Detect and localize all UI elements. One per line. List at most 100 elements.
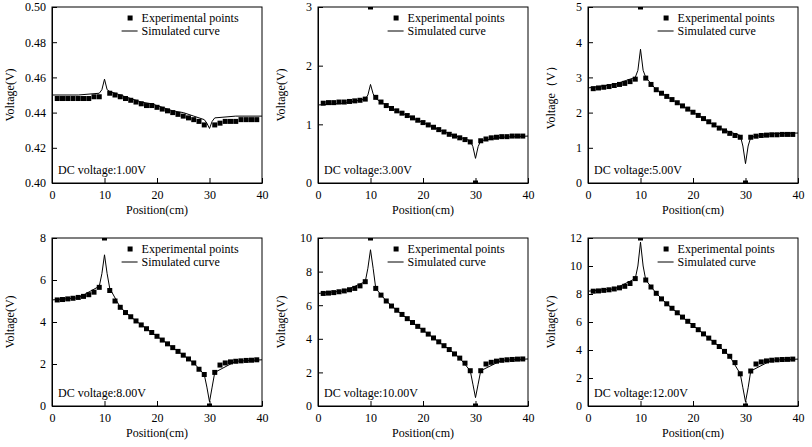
experimental-point	[484, 137, 489, 142]
x-axis: 010203040	[50, 178, 269, 202]
experimental-point	[97, 94, 102, 99]
y-tick-label: 4	[306, 332, 312, 346]
x-tick: 40	[257, 178, 269, 202]
annotation: DC voltage:5.00V	[594, 163, 682, 177]
annotation: DC voltage:1.00V	[58, 163, 146, 177]
y-tick-label: 12	[570, 231, 582, 245]
y-tick-label: 8	[40, 231, 46, 245]
x-tick-mark	[371, 401, 372, 406]
y-axis-title: Voltage(V)	[274, 68, 288, 121]
y-tick-mark	[588, 183, 593, 184]
y-tick-mark	[588, 406, 593, 407]
y-tick-mark	[52, 77, 57, 78]
x-tick: 30	[204, 401, 216, 425]
experimental-point	[489, 360, 494, 365]
x-tick-label: 20	[418, 411, 430, 425]
legend-label: Experimental points	[142, 242, 239, 256]
experimental-point	[239, 117, 244, 122]
experimental-point	[218, 363, 223, 368]
y-axis-title: Voltage（V）	[544, 60, 558, 129]
y-tick-label: 0.46	[25, 71, 46, 85]
x-tick-mark	[423, 401, 424, 406]
y-tick-mark	[318, 305, 323, 306]
y-tick-mark	[588, 266, 593, 267]
y-tick-mark	[52, 280, 57, 281]
panel: 01020304002468Position(cm)Voltage(V)Expe…	[3, 231, 269, 440]
legend-label: Simulated curve	[408, 24, 486, 38]
marks	[318, 7, 528, 183]
x-tick-mark	[693, 401, 694, 406]
legend-marker	[394, 247, 399, 252]
x-tick-label: 20	[152, 411, 164, 425]
experimental-point	[55, 96, 60, 101]
x-tick-label: 10	[365, 188, 377, 202]
x-tick-label: 30	[470, 188, 482, 202]
y-tick-label: 2	[576, 106, 582, 120]
x-tick-mark	[528, 401, 529, 406]
y-tick-label: 5	[576, 0, 582, 14]
experimental-point	[638, 238, 643, 241]
y-tick: 10	[570, 259, 593, 273]
y-tick-mark	[52, 322, 57, 323]
y-tick-label: 0	[306, 399, 312, 413]
x-tick-mark	[528, 178, 529, 183]
y-axis: 012345	[576, 0, 593, 190]
experimental-point	[775, 132, 780, 137]
x-tick-mark	[641, 401, 642, 406]
plot-frame	[588, 7, 798, 183]
legend-marker	[128, 247, 133, 252]
x-tick-label: 10	[99, 411, 111, 425]
y-tick: 1	[306, 118, 323, 132]
marks	[588, 238, 798, 406]
legend-marker	[394, 16, 399, 21]
x-tick-label: 30	[470, 411, 482, 425]
experimental-point	[218, 121, 223, 126]
x-tick: 40	[793, 178, 805, 202]
y-tick: 2	[576, 106, 593, 120]
experimental-point	[638, 7, 643, 10]
y-tick: 0.42	[25, 141, 57, 155]
annotation: DC voltage:10.00V	[324, 386, 418, 400]
simulated-line	[318, 84, 528, 158]
x-tick: 20	[418, 178, 430, 202]
x-tick-mark	[262, 178, 263, 183]
legend-label: Experimental points	[408, 11, 505, 25]
experimental-point	[494, 135, 499, 140]
x-tick: 20	[152, 401, 164, 425]
y-tick-label: 2	[306, 366, 312, 380]
y-axis-line	[318, 8, 319, 184]
simulated-line	[588, 242, 798, 402]
legend: Experimental pointsSimulated curve	[658, 11, 775, 38]
y-tick-label: 6	[306, 299, 312, 313]
experimental-point	[144, 103, 149, 108]
simulated-line	[52, 255, 262, 402]
x-tick-label: 20	[688, 188, 700, 202]
experimental-point	[368, 238, 373, 241]
legend-label: Simulated curve	[142, 24, 220, 38]
experimental-point	[71, 96, 76, 101]
y-tick-mark	[588, 77, 593, 78]
legend-label: Simulated curve	[678, 255, 756, 269]
plot-frame	[318, 238, 528, 406]
experimental-point	[326, 291, 331, 296]
experimental-point	[102, 238, 107, 241]
x-axis: 010203040	[316, 401, 535, 425]
x-tick-label: 10	[635, 188, 647, 202]
y-tick-mark	[52, 183, 57, 184]
y-tick-mark	[318, 272, 323, 273]
y-tick: 3	[306, 0, 323, 14]
x-tick-label: 40	[793, 411, 805, 425]
x-tick-mark	[641, 178, 642, 183]
legend-label: Experimental points	[408, 242, 505, 256]
y-tick-mark	[52, 42, 57, 43]
x-tick-label: 40	[523, 411, 535, 425]
x-tick-label: 20	[418, 188, 430, 202]
y-tick: 2	[306, 366, 323, 380]
x-axis: 010203040	[586, 401, 805, 425]
y-tick-label: 0	[576, 176, 582, 190]
y-axis: 02468	[40, 231, 57, 413]
y-tick: 0.50	[25, 0, 57, 14]
x-tick-label: 40	[523, 188, 535, 202]
x-tick-mark	[105, 178, 106, 183]
experimental-point	[223, 360, 228, 365]
